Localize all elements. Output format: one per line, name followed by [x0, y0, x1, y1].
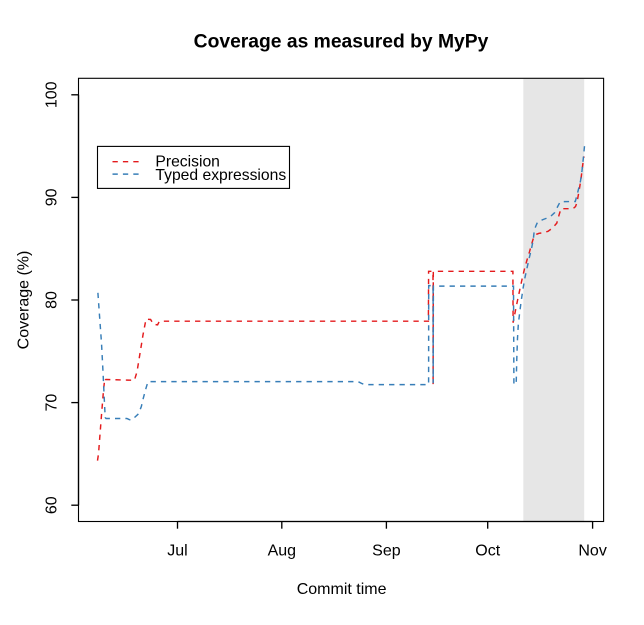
svg-text:Coverage (%): Coverage (%): [16, 251, 33, 350]
svg-text:70: 70: [43, 394, 60, 412]
svg-text:Jul: Jul: [167, 543, 187, 560]
svg-text:80: 80: [43, 291, 60, 309]
svg-text:60: 60: [43, 496, 60, 514]
svg-text:Sep: Sep: [372, 543, 401, 560]
svg-text:Coverage as measured by MyPy: Coverage as measured by MyPy: [194, 31, 489, 52]
svg-text:90: 90: [43, 188, 60, 206]
svg-text:Nov: Nov: [578, 543, 606, 560]
svg-text:Commit time: Commit time: [297, 581, 387, 598]
svg-text:Typed expressions: Typed expressions: [155, 167, 286, 184]
svg-text:Oct: Oct: [475, 543, 500, 560]
svg-text:100: 100: [43, 81, 60, 108]
svg-text:Precision: Precision: [155, 153, 220, 170]
svg-text:Aug: Aug: [268, 543, 296, 560]
